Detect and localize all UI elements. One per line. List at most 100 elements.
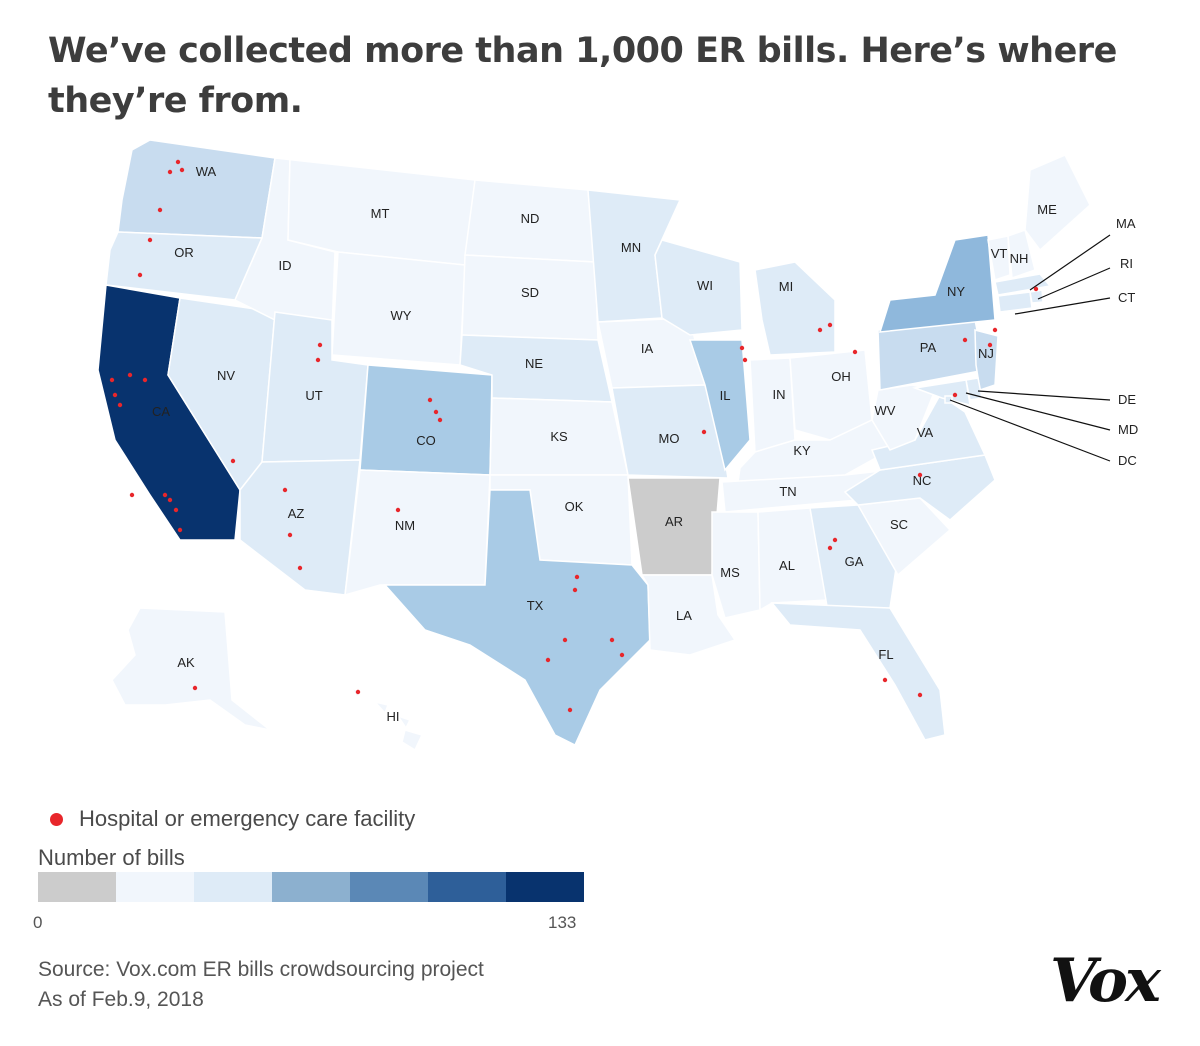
svg-text:NH: NH (1010, 251, 1029, 266)
facility-dot (992, 327, 998, 333)
facility-dot (297, 565, 303, 571)
facility-dot (742, 357, 748, 363)
state-WI (654, 239, 743, 336)
state-CT (997, 291, 1033, 313)
svg-text:DE: DE (1118, 392, 1136, 407)
svg-text:DC: DC (1118, 453, 1137, 468)
facility-dot (167, 169, 173, 175)
svg-text:NY: NY (947, 284, 965, 299)
svg-text:AR: AR (665, 514, 683, 529)
svg-text:IN: IN (773, 387, 786, 402)
state-MA (994, 273, 1052, 296)
facility-dot (230, 458, 236, 464)
svg-text:WI: WI (697, 278, 713, 293)
state-NC (843, 454, 996, 521)
svg-text:MS: MS (720, 565, 740, 580)
facility-dots (109, 159, 1039, 713)
svg-text:MA: MA (1116, 216, 1136, 231)
svg-text:CT: CT (1118, 290, 1135, 305)
facility-dot (609, 637, 615, 643)
state-OR (105, 231, 264, 301)
svg-text:ND: ND (521, 211, 540, 226)
state-FL (770, 602, 946, 741)
svg-text:RI: RI (1120, 256, 1133, 271)
svg-text:FL: FL (878, 647, 893, 662)
state-WA (117, 139, 276, 239)
state-LA (640, 574, 737, 656)
svg-text:KS: KS (550, 429, 568, 444)
svg-text:TN: TN (779, 484, 796, 499)
svg-text:PA: PA (920, 340, 937, 355)
facility-dot-swatch (50, 812, 63, 826)
svg-text:TX: TX (527, 598, 544, 613)
svg-text:NV: NV (217, 368, 235, 383)
facility-dot (817, 327, 823, 333)
scale-swatch (272, 872, 350, 902)
svg-text:NC: NC (913, 473, 932, 488)
source-line: Source: Vox.com ER bills crowdsourcing p… (38, 958, 484, 981)
svg-text:LA: LA (676, 608, 692, 623)
svg-text:HI: HI (387, 709, 400, 724)
state-IL (688, 339, 751, 472)
facility-dot (852, 349, 858, 355)
facility-dot (287, 532, 293, 538)
facility-dot (562, 637, 568, 643)
callout-lines (949, 234, 1111, 462)
svg-text:VA: VA (917, 425, 934, 440)
facility-dot (179, 167, 185, 173)
facility-dot (917, 472, 923, 478)
scale-swatch (38, 872, 116, 902)
facility-dot (317, 342, 323, 348)
facility-dot (567, 707, 573, 713)
state-RI (1029, 289, 1044, 304)
svg-text:NE: NE (525, 356, 543, 371)
state-NJ (974, 329, 999, 391)
state-DC (944, 395, 953, 404)
facility-dot (917, 692, 923, 698)
facility-dot (157, 207, 163, 213)
state-NH (1007, 229, 1036, 280)
svg-text:CA: CA (152, 404, 170, 419)
svg-text:OK: OK (565, 499, 584, 514)
state-MS (711, 511, 761, 619)
facility-dot (192, 685, 198, 691)
scale-swatch (116, 872, 194, 902)
svg-text:OR: OR (174, 245, 194, 260)
facility-dot (127, 372, 133, 378)
scale-swatch (194, 872, 272, 902)
scale-max-label: 133 (548, 913, 577, 932)
facility-dot (827, 322, 833, 328)
state-NM (344, 469, 491, 597)
svg-text:AL: AL (779, 558, 795, 573)
state-NY (878, 234, 996, 333)
facility-dot (162, 492, 168, 498)
facility-dot (882, 677, 888, 683)
facility-dot (619, 652, 625, 658)
scale-title: Number of bills (38, 845, 185, 870)
facility-legend-label: Hospital or emergency care facility (79, 806, 416, 831)
facility-dot (175, 159, 181, 165)
scale-swatch (506, 872, 584, 902)
svg-text:CO: CO (416, 433, 436, 448)
state-AL (757, 507, 829, 612)
state-IN (749, 357, 796, 453)
date-line: As of Feb.9, 2018 (38, 988, 204, 1011)
facility-dot (315, 357, 321, 363)
svg-text:MT: MT (371, 206, 390, 221)
facility-dot (545, 657, 551, 663)
facility-dot (437, 417, 443, 423)
svg-text:AZ: AZ (288, 506, 305, 521)
svg-text:MI: MI (779, 279, 793, 294)
svg-text:MD: MD (1118, 422, 1138, 437)
svg-text:ME: ME (1037, 202, 1057, 217)
facility-dot (147, 237, 153, 243)
svg-text:WV: WV (875, 403, 896, 418)
svg-text:OH: OH (831, 369, 851, 384)
facility-dot (987, 342, 993, 348)
facility-dot (167, 497, 173, 503)
svg-text:NM: NM (395, 518, 415, 533)
facility-dot (574, 574, 580, 580)
facility-dot (282, 487, 288, 493)
facility-dot (142, 377, 148, 383)
